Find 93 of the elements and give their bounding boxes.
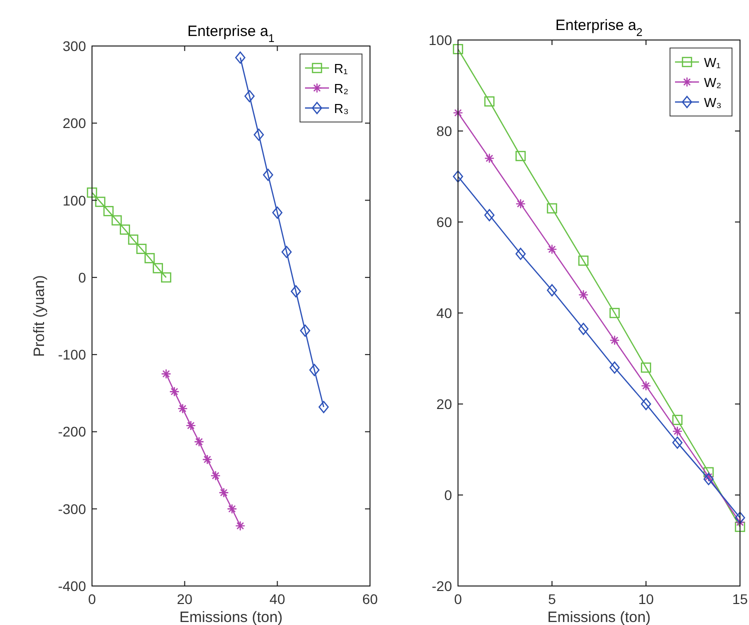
point: [610, 362, 620, 374]
x-tick-label: 60: [362, 591, 378, 607]
point: [309, 364, 320, 376]
point: [484, 153, 494, 164]
y-tick-label: -100: [58, 346, 86, 363]
point: [516, 248, 526, 260]
point: [704, 472, 714, 482]
point: [640, 398, 652, 410]
point: [578, 322, 588, 336]
point: [202, 454, 212, 465]
point: [194, 436, 204, 447]
x-tick-label: 20: [176, 591, 193, 607]
y-tick-label: -300: [58, 500, 86, 517]
x-axis-title: Emissions (ton): [547, 609, 651, 625]
y-tick-label: 60: [436, 214, 452, 230]
legend-label: R₁: [334, 61, 348, 76]
point: [516, 198, 526, 209]
y-tick-label: -200: [58, 424, 86, 440]
point: [484, 209, 494, 222]
point: [169, 386, 180, 397]
point: [282, 246, 292, 258]
point: [161, 368, 172, 379]
point: [734, 517, 746, 528]
y-tick-label: 40: [436, 305, 452, 321]
y-tick-label: 80: [436, 123, 452, 139]
legend-label: W₂: [704, 75, 722, 90]
point: [610, 335, 620, 346]
point: [610, 308, 620, 318]
x-tick-label: 15: [732, 591, 748, 607]
point: [226, 504, 238, 514]
point: [672, 426, 682, 436]
point: [186, 420, 196, 431]
point: [484, 96, 494, 107]
point: [704, 472, 714, 486]
y-tick-label: 200: [62, 115, 86, 132]
point: [95, 196, 106, 207]
y-tick-label: -20: [432, 578, 452, 594]
point: [546, 203, 558, 214]
point: [86, 187, 98, 198]
point: [546, 284, 558, 296]
legend-label: W₁: [704, 55, 722, 70]
y-tick-label: 0: [444, 487, 452, 503]
point: [578, 290, 588, 300]
point: [452, 170, 464, 183]
point: [578, 256, 588, 266]
point: [734, 522, 746, 532]
point: [244, 90, 255, 102]
point: [103, 206, 114, 216]
point: [120, 224, 130, 235]
x-tick-label: 40: [270, 591, 286, 607]
x-tick-label: 0: [454, 591, 462, 607]
x-tick-label: 5: [548, 591, 556, 607]
point: [672, 414, 682, 426]
y-tick-label: 300: [62, 38, 86, 54]
point: [128, 234, 138, 245]
point: [136, 244, 147, 254]
point: [210, 470, 221, 481]
point: [152, 263, 163, 274]
point: [178, 403, 188, 414]
y-tick-label: 100: [428, 32, 452, 48]
point: [262, 168, 274, 181]
point: [218, 488, 229, 498]
legend-label: R₃: [334, 101, 349, 116]
x-tick-label: 0: [88, 591, 96, 607]
point: [254, 128, 264, 141]
point: [452, 108, 464, 118]
point: [452, 44, 464, 54]
legend-label: W₃: [704, 95, 722, 110]
x-tick-label: 10: [638, 591, 654, 607]
point: [235, 520, 246, 531]
point: [235, 51, 246, 64]
y-tick-label: 100: [62, 192, 86, 208]
chart-title: Enterprise a$_{2}$: [555, 17, 643, 39]
point: [161, 272, 172, 283]
y-tick-label: 20: [436, 396, 452, 412]
point: [546, 244, 558, 254]
point: [300, 324, 310, 337]
point: [640, 362, 652, 373]
y-tick-label: -400: [58, 578, 86, 594]
point: [318, 400, 329, 414]
point: [516, 150, 526, 162]
chart-title: Enterprise a$_{1}$: [187, 23, 275, 45]
y-axis-title: Profit (yuan): [31, 275, 48, 357]
point: [734, 512, 746, 524]
point: [272, 206, 282, 219]
legend-label: R₂: [334, 81, 348, 96]
x-axis-title: Emissions (ton): [179, 609, 283, 625]
point: [112, 215, 122, 226]
point: [640, 380, 652, 391]
point: [290, 285, 301, 298]
y-tick-label: 0: [78, 269, 86, 286]
point: [672, 436, 682, 449]
point: [144, 253, 155, 264]
